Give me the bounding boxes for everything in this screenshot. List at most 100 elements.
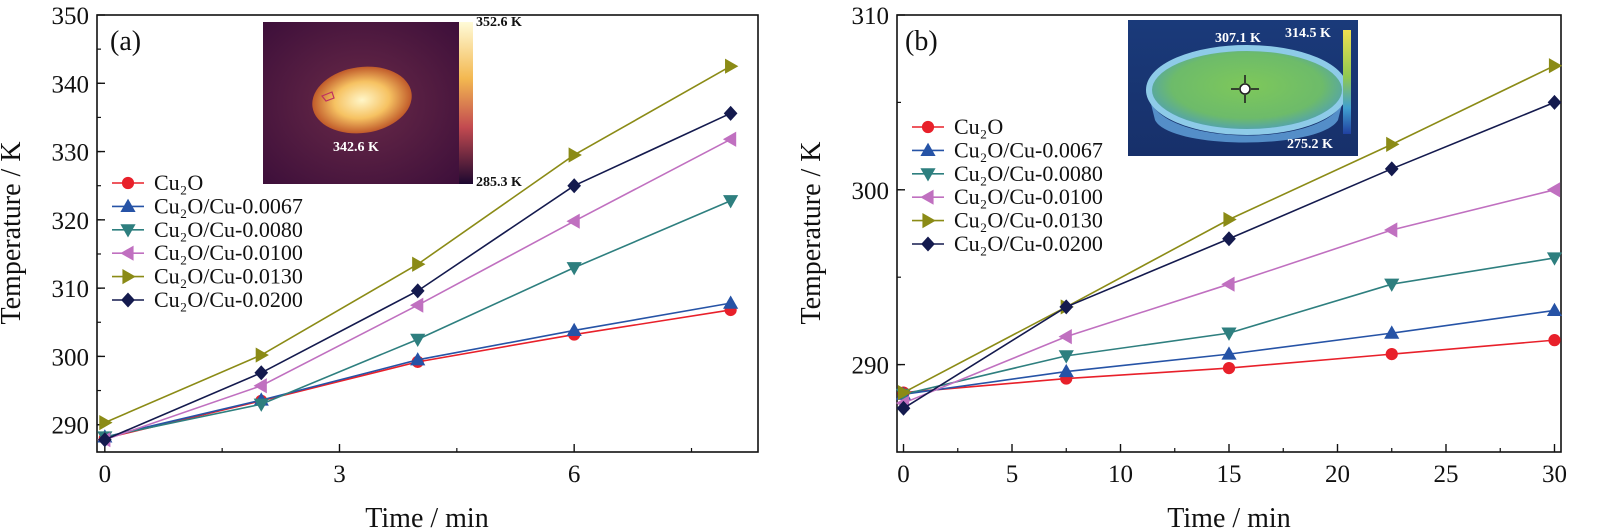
panel-a-x-axis-title: Time / min bbox=[365, 503, 488, 531]
panel-b-x-tick-label: 10 bbox=[1108, 461, 1133, 488]
panel-a-legend-marker bbox=[121, 176, 135, 190]
panel-b-data-point bbox=[1384, 278, 1400, 292]
panel-b-inset-spot-label: 307.1 K bbox=[1215, 31, 1261, 46]
panel-b-x-tick-label: 15 bbox=[1217, 461, 1242, 488]
panel-b-inset-min-label: 275.2 K bbox=[1287, 137, 1333, 152]
panel-a-legend-label: Cu₂O/Cu-0.0130 bbox=[154, 264, 303, 289]
panel-b-legend-label: Cu₂O/Cu-0.0067 bbox=[954, 137, 1103, 162]
panel-b-legend-item: Cu₂O/Cu-0.0200 bbox=[912, 231, 1103, 256]
panel-a-data-point bbox=[99, 415, 113, 431]
panel-b-data-point bbox=[1546, 252, 1563, 266]
panel-b-data-point bbox=[1546, 182, 1561, 198]
panel-a-data-point bbox=[723, 295, 739, 309]
panel-b-legend-label: Cu₂O/Cu-0.0200 bbox=[954, 231, 1103, 256]
panel-a-data-point bbox=[410, 283, 425, 299]
panel-b-legend-marker bbox=[922, 213, 936, 229]
panel-a-series-0 bbox=[98, 303, 737, 445]
panel-b-inset-crosshair bbox=[1231, 75, 1259, 103]
panel-b-legend-item: Cu₂O/Cu-0.0067 bbox=[912, 137, 1103, 162]
panel-b-legend-item: Cu₂O/Cu-0.0100 bbox=[912, 184, 1103, 209]
panel-a-y-tick-label: 350 bbox=[52, 3, 90, 30]
panel-a-inset-max-label: 352.6 K bbox=[476, 15, 522, 30]
panel-a: (a) Time / min Temperature / K 0 3 6 290 300… bbox=[0, 3, 759, 531]
panel-a-legend-label: Cu₂O/Cu-0.0067 bbox=[154, 193, 303, 218]
panel-a-data-point bbox=[410, 352, 426, 366]
panel-b-legend-label: Cu₂O bbox=[954, 114, 1003, 139]
panel-a-data-point bbox=[723, 105, 738, 121]
panel-b-thermal-inset: 307.1 K 314.5 K 275.2 K bbox=[1128, 20, 1358, 156]
panel-a-legend-item: Cu₂O bbox=[112, 170, 203, 195]
panel-a-y-tick-label: 300 bbox=[52, 344, 90, 371]
panel-a-data-point bbox=[97, 432, 112, 448]
panel-b-data-point bbox=[1223, 211, 1237, 228]
panel-b-data-point bbox=[1222, 361, 1236, 375]
panel-a-series bbox=[97, 58, 739, 448]
panel-b-legend-item: Cu₂O bbox=[912, 114, 1003, 139]
panel-b-inset-max-label: 314.5 K bbox=[1285, 26, 1331, 41]
panel-a-legend-marker bbox=[121, 292, 135, 308]
panel-b-legend-marker bbox=[921, 236, 935, 252]
panel-b-y-tick-label: 290 bbox=[852, 353, 890, 380]
panel-b-y-tick-label: 310 bbox=[852, 3, 890, 30]
panel-a-legend-marker bbox=[120, 224, 136, 238]
panel-a-legend-item: Cu₂O/Cu-0.0200 bbox=[112, 287, 303, 312]
panel-b-data-point bbox=[1385, 348, 1398, 361]
panel-a-data-point bbox=[410, 297, 424, 313]
panel-b-x-tick-label: 0 bbox=[897, 461, 910, 488]
panel-b-legend-marker bbox=[920, 168, 936, 182]
panel-a-inset-min-label: 285.3 K bbox=[476, 175, 522, 190]
panel-a-legend-item: Cu₂O/Cu-0.0080 bbox=[112, 217, 303, 242]
panel-a-x-tick-label: 0 bbox=[99, 461, 112, 488]
panel-b-data-point bbox=[1058, 350, 1074, 364]
panel-b-legend: Cu₂OCu₂O/Cu-0.0067Cu₂O/Cu-0.0080Cu₂O/Cu-… bbox=[912, 114, 1103, 256]
panel-b-x-tick-label: 25 bbox=[1433, 461, 1458, 488]
panel-b-data-point bbox=[1386, 136, 1400, 152]
panel-a-data-point bbox=[568, 147, 582, 163]
panel-a-legend-marker bbox=[120, 245, 134, 261]
panel-b-legend-label: Cu₂O/Cu-0.0100 bbox=[954, 184, 1103, 209]
panel-b-label: (b) bbox=[905, 26, 938, 57]
panel-b-y-axis-title: Temperature / K bbox=[796, 141, 827, 324]
panel-b-legend-label: Cu₂O/Cu-0.0130 bbox=[954, 208, 1103, 233]
panel-a-legend-marker bbox=[120, 198, 136, 212]
panel-b-data-point bbox=[1384, 222, 1398, 238]
panel-b-data-point bbox=[1548, 334, 1561, 347]
panel-a-legend-label: Cu₂O bbox=[154, 170, 203, 195]
panel-a-data-point bbox=[722, 131, 737, 147]
panel-a-series-line bbox=[104, 309, 731, 440]
panel-a-data-point bbox=[253, 398, 269, 412]
panel-b-legend-marker bbox=[921, 120, 935, 134]
panel-b-data-point bbox=[1221, 276, 1235, 292]
panel-a-data-point bbox=[254, 365, 269, 381]
panel-a-axes: 0 3 6 290 300 310 320 330 340 350 bbox=[52, 3, 693, 488]
panel-a-y-tick-label: 290 bbox=[52, 413, 90, 440]
panel-a-legend-item: Cu₂O/Cu-0.0100 bbox=[112, 240, 303, 265]
panel-a-legend-item: Cu₂O/Cu-0.0130 bbox=[112, 264, 303, 289]
panel-a-series-5 bbox=[97, 105, 738, 448]
panel-a-x-tick-label: 3 bbox=[333, 461, 346, 488]
panel-b-legend-marker bbox=[920, 142, 936, 156]
panel-a-y-tick-label: 310 bbox=[52, 276, 90, 303]
panel-a-label: (a) bbox=[110, 26, 141, 57]
panel-a-data-point bbox=[253, 378, 267, 394]
panel-b: (b) Time / min Temperature / K 0 5 10 15 20 2… bbox=[796, 3, 1567, 531]
panel-b-data-point bbox=[1384, 325, 1400, 339]
panel-a-data-point bbox=[412, 256, 426, 272]
panel-b-series-5 bbox=[896, 94, 1562, 416]
panel-b-data-point bbox=[1222, 231, 1236, 247]
panel-b-data-point bbox=[896, 400, 911, 416]
panel-b-legend-label: Cu₂O/Cu-0.0080 bbox=[954, 161, 1103, 186]
panel-b-legend-item: Cu₂O/Cu-0.0130 bbox=[912, 208, 1103, 233]
panel-b-data-point bbox=[1548, 58, 1563, 74]
panel-a-x-tick-label: 6 bbox=[568, 461, 581, 488]
panel-b-data-point bbox=[1059, 299, 1074, 315]
panel-a-y-axis-title: Temperature / K bbox=[0, 141, 27, 324]
panel-b-data-point bbox=[1221, 346, 1237, 360]
panel-b-axes: 0 5 10 15 20 25 30 290 300 310 bbox=[852, 3, 1567, 488]
panel-a-series-4 bbox=[99, 58, 739, 431]
panel-b-data-point bbox=[1221, 327, 1237, 341]
panel-a-series-1 bbox=[97, 295, 739, 443]
panel-b-data-point bbox=[1058, 329, 1072, 345]
panel-b-y-tick-label: 300 bbox=[852, 178, 890, 205]
panel-a-inset-hotspot bbox=[312, 66, 412, 134]
